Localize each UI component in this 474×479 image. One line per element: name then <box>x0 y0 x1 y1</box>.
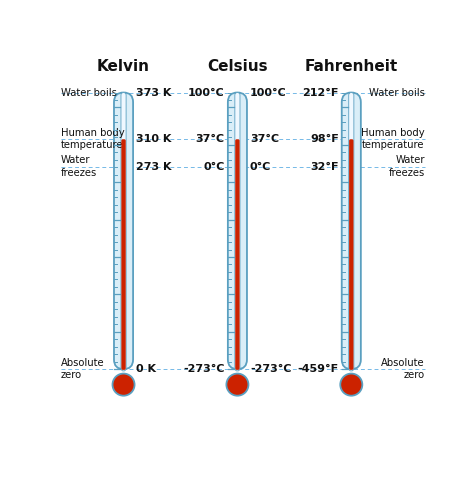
Text: Water boils: Water boils <box>369 88 425 98</box>
FancyBboxPatch shape <box>114 92 133 369</box>
Text: 100°C: 100°C <box>250 88 287 98</box>
Text: 37°C: 37°C <box>250 134 279 144</box>
FancyBboxPatch shape <box>121 139 126 370</box>
Text: 0°C: 0°C <box>203 162 225 171</box>
Text: Fahrenheit: Fahrenheit <box>305 59 398 74</box>
Text: 100°C: 100°C <box>188 88 225 98</box>
Text: Absolute
zero: Absolute zero <box>61 358 105 380</box>
FancyBboxPatch shape <box>235 139 239 370</box>
Text: Celsius: Celsius <box>207 59 268 74</box>
FancyBboxPatch shape <box>342 92 361 369</box>
FancyBboxPatch shape <box>121 92 126 371</box>
Text: 98°F: 98°F <box>310 134 339 144</box>
Text: Human body
temperature: Human body temperature <box>61 128 125 150</box>
Text: 0°C: 0°C <box>250 162 271 171</box>
FancyBboxPatch shape <box>349 139 354 370</box>
Text: Kelvin: Kelvin <box>97 59 150 74</box>
Text: 212°F: 212°F <box>302 88 339 98</box>
Text: Human body
temperature: Human body temperature <box>361 128 425 150</box>
FancyBboxPatch shape <box>228 92 247 369</box>
Circle shape <box>112 374 135 396</box>
Circle shape <box>227 374 248 396</box>
Text: -273°C: -273°C <box>250 364 292 374</box>
Text: 310 K: 310 K <box>136 134 172 144</box>
Text: -273°C: -273°C <box>183 364 225 374</box>
Text: Absolute
zero: Absolute zero <box>381 358 425 380</box>
FancyBboxPatch shape <box>349 92 354 371</box>
Text: 373 K: 373 K <box>136 88 172 98</box>
Text: Water boils: Water boils <box>61 88 117 98</box>
FancyBboxPatch shape <box>235 92 240 371</box>
Text: 273 K: 273 K <box>136 162 172 171</box>
Text: 0 K: 0 K <box>136 364 156 374</box>
Text: 37°C: 37°C <box>196 134 225 144</box>
Circle shape <box>340 374 362 396</box>
Text: Water
freezes: Water freezes <box>389 156 425 178</box>
Text: Water
freezes: Water freezes <box>61 156 97 178</box>
Text: 32°F: 32°F <box>310 162 339 171</box>
Text: -459°F: -459°F <box>298 364 339 374</box>
